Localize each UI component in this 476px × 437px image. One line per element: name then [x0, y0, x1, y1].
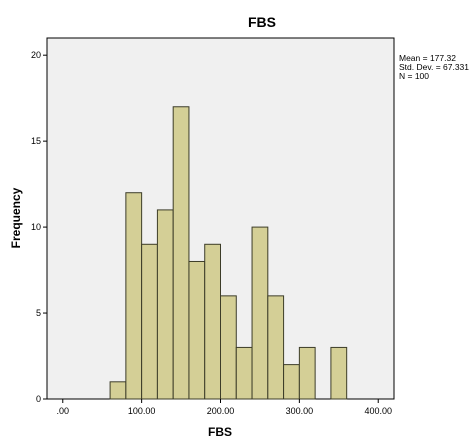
- histogram-bar-9: [251, 226, 269, 400]
- histogram-bar-6: [204, 243, 222, 400]
- x-axis-label: FBS: [208, 425, 232, 437]
- histogram-bar-11: [283, 364, 300, 400]
- x-tick-label-4: 400.00: [364, 406, 392, 416]
- y-tick-label-4: 20: [31, 50, 41, 60]
- x-axis: .00 100.00 200.00 300.00 400.00: [57, 399, 392, 416]
- chart-title: FBS: [248, 14, 276, 30]
- histogram-bar-4: [172, 106, 190, 400]
- y-tick-label-1: 5: [36, 308, 41, 318]
- histogram-bar-7: [220, 295, 237, 400]
- stat-mean: Mean = 177.32: [399, 53, 456, 63]
- histogram-bar-12: [298, 346, 316, 400]
- bars-group: [109, 106, 348, 400]
- y-axis: 0 5 10 15 20: [31, 50, 47, 404]
- y-tick-label-0: 0: [36, 394, 41, 404]
- histogram-bar-0: [109, 381, 127, 400]
- histogram-bar-1: [125, 192, 143, 400]
- stat-std-dev: Std. Dev. = 67.331: [399, 62, 469, 72]
- histogram-bar-3: [156, 209, 174, 400]
- stats-box: Mean = 177.32 Std. Dev. = 67.331 N = 100: [399, 53, 469, 81]
- x-tick-label-1: 100.00: [128, 406, 156, 416]
- y-tick-label-2: 10: [31, 222, 41, 232]
- histogram-bar-10: [267, 295, 285, 400]
- x-tick-label-0: .00: [57, 406, 70, 416]
- stat-n: N = 100: [399, 71, 429, 81]
- histogram-bar-2: [141, 243, 158, 400]
- x-tick-label-3: 300.00: [286, 406, 314, 416]
- y-axis-label: Frequency: [9, 187, 23, 248]
- histogram-bar-8: [235, 346, 253, 400]
- y-tick-label-3: 15: [31, 136, 41, 146]
- x-tick-label-2: 200.00: [207, 406, 235, 416]
- histogram-bar-13: [330, 346, 348, 400]
- histogram-bar-5: [188, 260, 206, 400]
